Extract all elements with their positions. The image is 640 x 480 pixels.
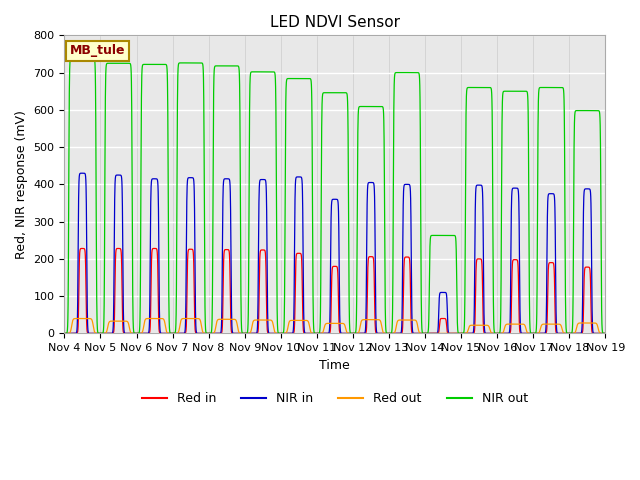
Red out [637, 331, 640, 336]
Red in [457, 331, 465, 336]
NIR in [428, 331, 435, 336]
Line: Red in: Red in [65, 249, 640, 334]
X-axis label: Time: Time [319, 359, 350, 372]
NIR in [519, 331, 527, 336]
Red out [428, 331, 435, 336]
Text: MB_tule: MB_tule [70, 44, 125, 57]
NIR in [269, 331, 277, 336]
Red in [519, 331, 527, 336]
Red out [79, 316, 86, 322]
NIR in [402, 181, 410, 187]
Legend: Red in, NIR in, Red out, NIR out: Red in, NIR in, Red out, NIR out [137, 387, 533, 410]
NIR out [76, 55, 84, 60]
Red out [519, 321, 527, 327]
Line: NIR in: NIR in [65, 173, 640, 334]
NIR out [519, 88, 527, 94]
Red out [90, 324, 97, 330]
NIR out [90, 55, 97, 60]
Y-axis label: Red, NIR response (mV): Red, NIR response (mV) [15, 110, 28, 259]
Red out [488, 330, 496, 336]
Red out [439, 331, 447, 336]
NIR out [428, 233, 435, 239]
NIR out [61, 331, 68, 336]
Red in [269, 331, 277, 336]
Line: NIR out: NIR out [65, 58, 640, 334]
NIR in [90, 331, 97, 336]
Red in [637, 331, 640, 336]
NIR in [637, 331, 640, 336]
Red in [90, 331, 97, 336]
NIR out [269, 69, 277, 75]
NIR out [488, 114, 496, 120]
Red in [428, 331, 435, 336]
NIR in [488, 331, 496, 336]
NIR in [61, 331, 68, 336]
Red in [488, 331, 496, 336]
Red in [61, 331, 68, 336]
NIR out [637, 331, 640, 336]
Red in [402, 254, 410, 260]
Title: LED NDVI Sensor: LED NDVI Sensor [270, 15, 400, 30]
Red in [79, 246, 86, 252]
Line: Red out: Red out [65, 319, 640, 334]
NIR out [402, 70, 410, 75]
Red out [402, 317, 410, 323]
NIR in [79, 170, 86, 176]
Red out [61, 331, 68, 336]
Red out [269, 323, 277, 328]
